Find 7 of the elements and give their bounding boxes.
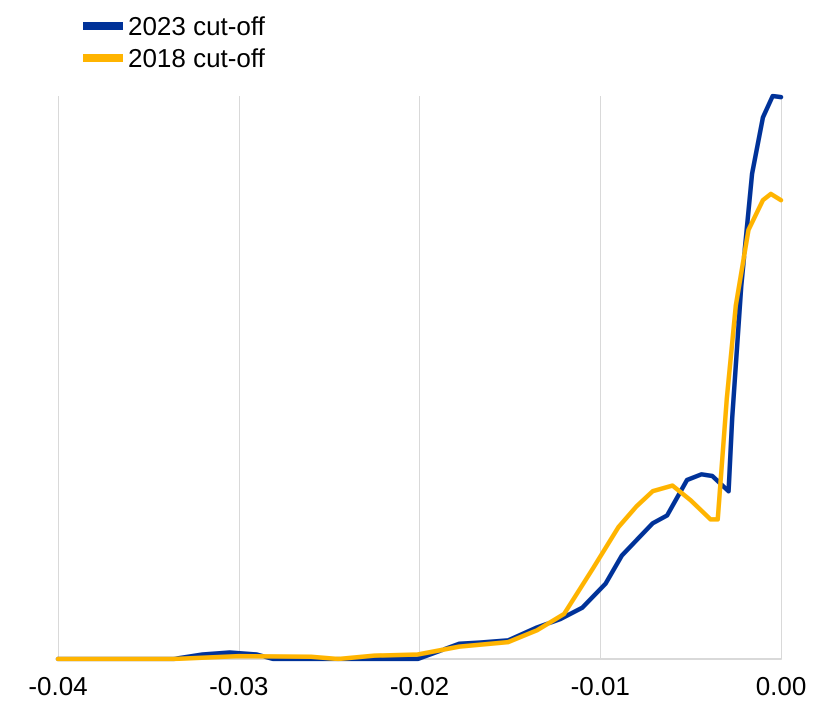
- x-tick-label: -0.02: [390, 671, 450, 701]
- x-tick-label: -0.01: [570, 671, 630, 701]
- legend-label: 2018 cut-off: [128, 43, 266, 73]
- x-tick-label: -0.04: [28, 671, 88, 701]
- legend-label: 2023 cut-off: [128, 11, 266, 41]
- x-tick-label: -0.03: [209, 671, 268, 701]
- x-tick-label: 0.00: [756, 671, 806, 701]
